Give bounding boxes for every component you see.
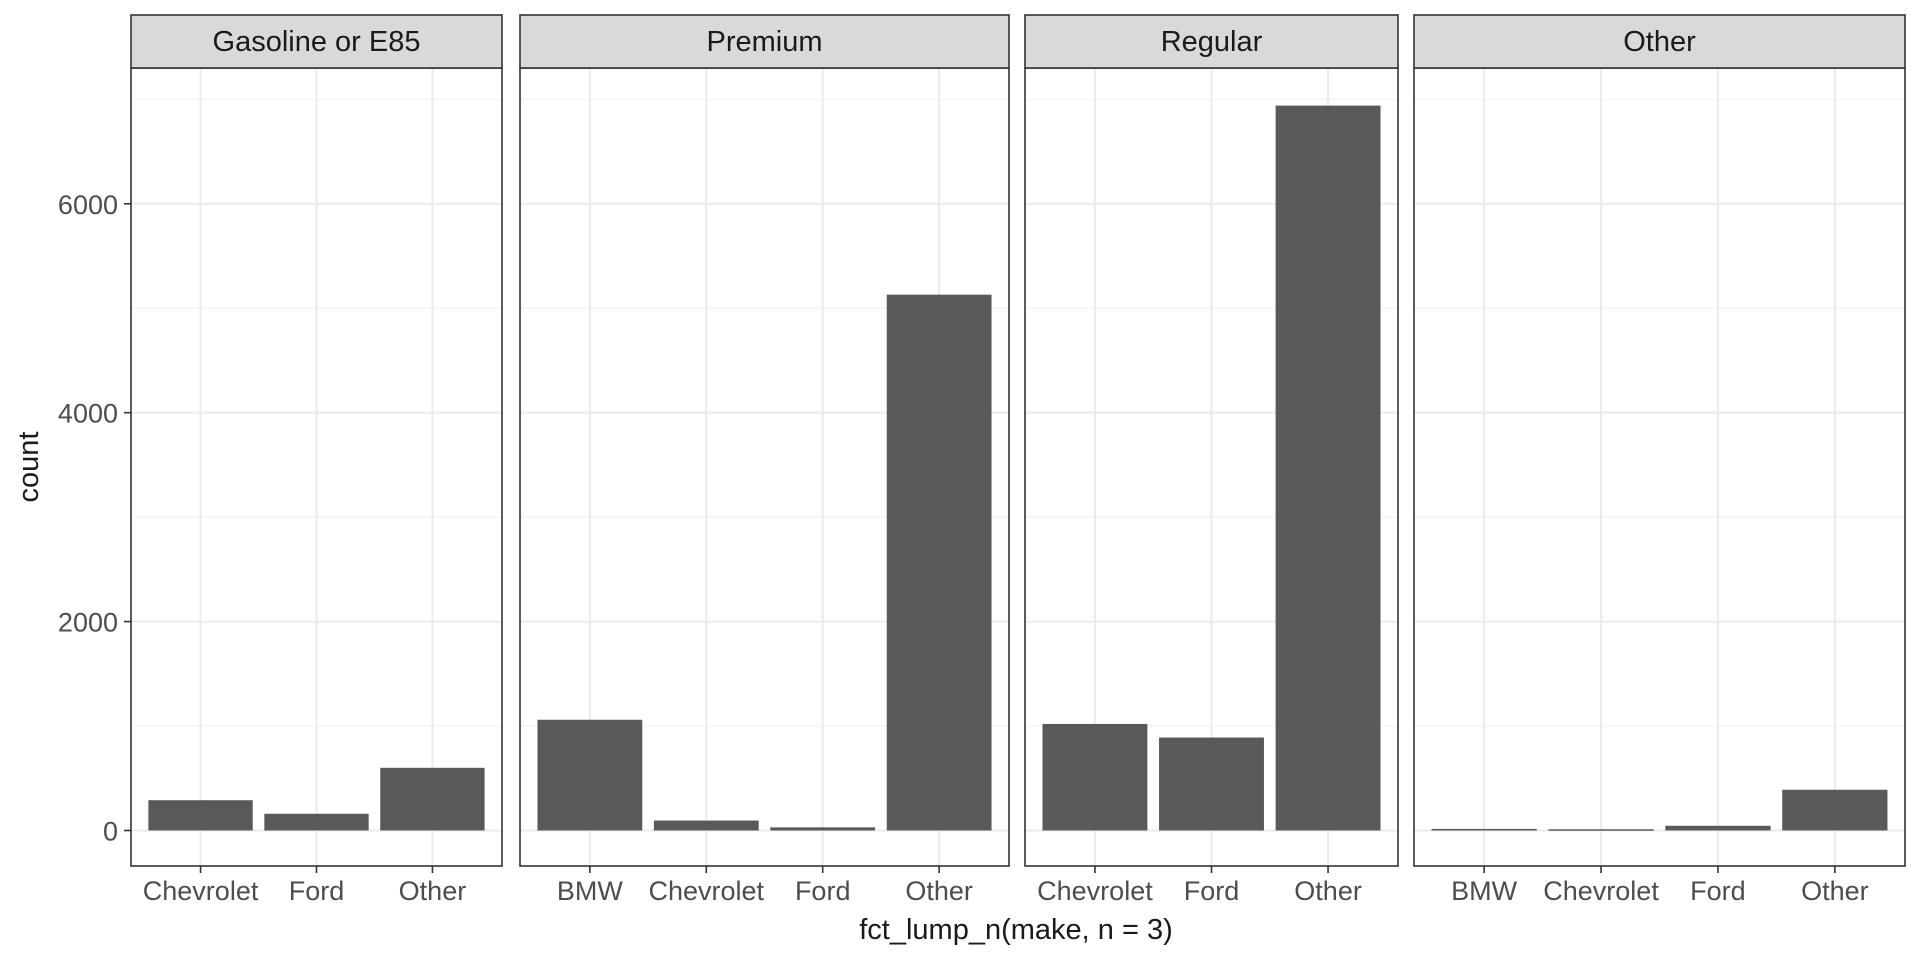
bar xyxy=(148,800,253,831)
x-tick-label: Other xyxy=(1294,876,1362,906)
x-tick-label: Chevrolet xyxy=(1543,876,1659,906)
panels: Chevrolet Ford Other Gasoline or E85 BMW Chev… xyxy=(130,14,1906,906)
bar xyxy=(264,813,369,831)
x-tick-label: BMW xyxy=(1451,876,1518,906)
x-tick-label: Chevrolet xyxy=(649,876,765,906)
y-tick-label: 0 xyxy=(103,816,118,846)
bar xyxy=(770,827,876,831)
y-axis-title: count xyxy=(13,432,45,503)
bar xyxy=(653,820,759,831)
bar xyxy=(1159,737,1264,831)
panel-background xyxy=(1414,68,1905,866)
bar xyxy=(380,767,485,831)
facet-strip-label: Regular xyxy=(1161,26,1263,58)
facet-strip xyxy=(130,14,503,69)
x-axis-title: fct_lump_n(make, n = 3) xyxy=(859,914,1173,946)
bar xyxy=(1782,789,1888,831)
y-axis: 0 2000 4000 6000 xyxy=(58,190,131,846)
facet-strip-label: Premium xyxy=(706,26,822,58)
bar xyxy=(1275,105,1381,831)
bar xyxy=(1665,825,1771,831)
x-tick-label: Ford xyxy=(795,876,851,906)
facet-strip xyxy=(519,14,1010,69)
x-tick-label: Other xyxy=(1801,876,1869,906)
x-tick-label: Ford xyxy=(1690,876,1746,906)
x-tick-label: Ford xyxy=(289,876,345,906)
facet-panel: BMW Chevrolet Ford Other Premium xyxy=(519,14,1010,906)
bar xyxy=(886,294,992,831)
bar xyxy=(1042,723,1148,831)
bar xyxy=(537,719,643,831)
y-tick-label: 2000 xyxy=(58,608,118,638)
facet-panel: Chevrolet Ford Other Regular xyxy=(1024,14,1399,906)
facet-strip xyxy=(1024,14,1399,69)
facet-panel: Chevrolet Ford Other Gasoline or E85 xyxy=(130,14,503,906)
x-tick-label: Chevrolet xyxy=(1037,876,1153,906)
x-tick-label: Other xyxy=(905,876,973,906)
x-tick-label: Chevrolet xyxy=(143,876,259,906)
y-tick-label: 4000 xyxy=(58,399,118,429)
bar xyxy=(1431,828,1537,831)
x-tick-label: Other xyxy=(399,876,467,906)
facet-strip-label: Gasoline or E85 xyxy=(213,26,421,58)
y-tick-label: 6000 xyxy=(58,190,118,220)
facet-strip xyxy=(1413,14,1906,69)
facet-strip-label: Other xyxy=(1623,26,1696,58)
bar xyxy=(1548,829,1654,831)
x-tick-label: BMW xyxy=(557,876,624,906)
facet-panel: BMW Chevrolet Ford Other Other xyxy=(1413,14,1906,906)
x-tick-label: Ford xyxy=(1184,876,1240,906)
